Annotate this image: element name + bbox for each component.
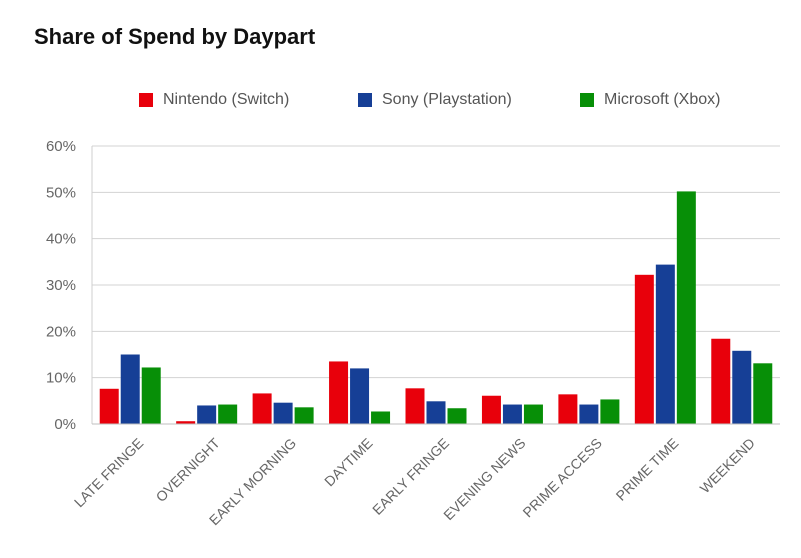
y-tick-label: 30% xyxy=(46,277,76,294)
legend: Nintendo (Switch) Sony (Playstation) Mic… xyxy=(0,91,801,115)
bar xyxy=(447,408,467,424)
bar xyxy=(426,401,446,424)
legend-label: Microsoft (Xbox) xyxy=(604,91,721,108)
bar xyxy=(120,354,140,424)
x-tick-label: WEEKEND xyxy=(697,435,758,496)
bar xyxy=(141,367,161,424)
x-tick-label: PRIME ACCESS xyxy=(519,435,605,521)
bar xyxy=(350,368,370,424)
bar xyxy=(176,421,196,424)
y-tick-label: 20% xyxy=(46,323,76,340)
chart-title: Share of Spend by Daypart xyxy=(34,24,316,49)
bar xyxy=(218,404,238,424)
x-tick-label: LATE FRINGE xyxy=(71,435,146,510)
legend-item-series-2: Sony (Playstation) xyxy=(358,91,512,109)
x-tick-label: DAYTIME xyxy=(321,435,376,490)
bar xyxy=(600,399,620,424)
legend-item-series-1: Nintendo (Switch) xyxy=(139,91,289,109)
y-tick-label: 50% xyxy=(46,184,76,201)
bar xyxy=(197,405,217,424)
y-tick-label: 60% xyxy=(46,138,76,155)
bar xyxy=(732,350,752,424)
bar xyxy=(711,338,731,424)
legend-swatch xyxy=(139,93,153,107)
bar xyxy=(753,363,773,424)
legend-label: Sony (Playstation) xyxy=(382,91,512,108)
y-tick-label: 0% xyxy=(54,416,76,433)
x-tick-label: EARLY FRINGE xyxy=(369,435,452,518)
bar xyxy=(579,404,599,424)
legend-item-series-3: Microsoft (Xbox) xyxy=(580,91,720,109)
bar xyxy=(294,407,314,424)
bar xyxy=(558,394,578,424)
bar xyxy=(371,411,391,424)
bar xyxy=(273,402,293,424)
bar xyxy=(676,191,696,424)
legend-swatch xyxy=(358,93,372,107)
bar xyxy=(252,393,272,424)
y-tick-label: 10% xyxy=(46,370,76,387)
x-tick-label: EVENING NEWS xyxy=(440,435,528,523)
bar xyxy=(655,264,675,424)
x-tick-label: PRIME TIME xyxy=(613,435,682,504)
bar xyxy=(634,274,654,424)
legend-label: Nintendo (Switch) xyxy=(163,91,290,108)
bar xyxy=(481,395,501,424)
legend-swatch xyxy=(580,93,594,107)
x-tick-label: OVERNIGHT xyxy=(153,434,223,504)
y-tick-label: 40% xyxy=(46,231,76,248)
bar xyxy=(329,361,349,424)
bar xyxy=(523,404,543,424)
bar xyxy=(405,388,425,424)
bar xyxy=(502,404,522,424)
bar xyxy=(99,388,119,424)
